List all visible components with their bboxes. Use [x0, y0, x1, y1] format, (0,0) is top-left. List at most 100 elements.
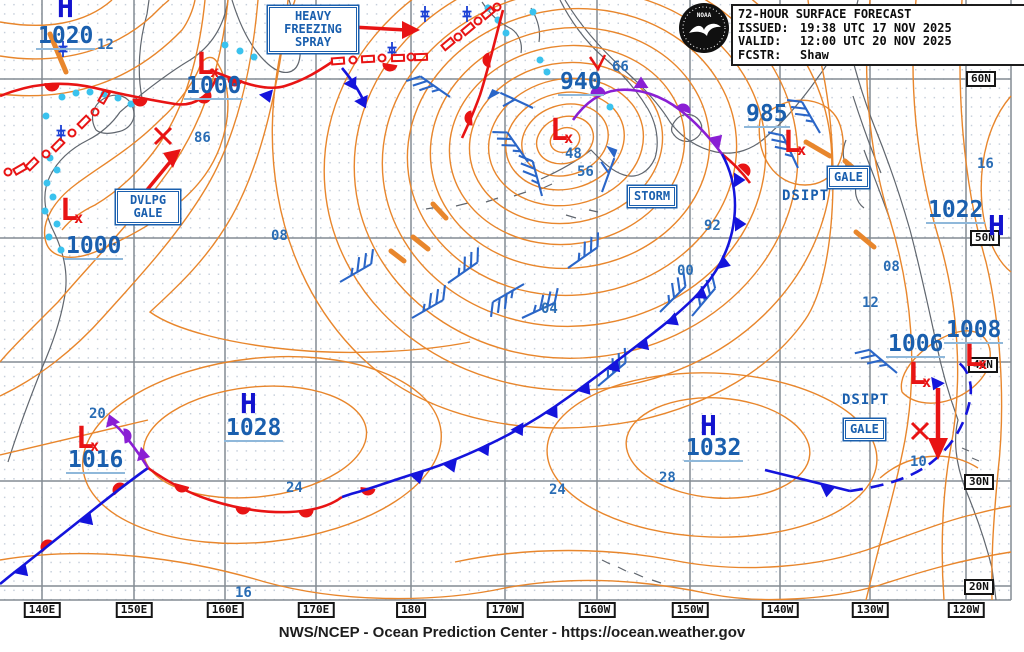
lat-label-40n: 40N [968, 357, 998, 373]
contour-label: 92 [704, 218, 721, 234]
lon-label-120w: 120W [947, 602, 985, 618]
high-symbol: H [988, 209, 1005, 242]
low-letter: L [196, 47, 215, 82]
high-symbol: H [240, 387, 257, 420]
low-letter: L [908, 357, 927, 392]
issued-value: 19:38 UTC 17 NOV 2025 [800, 20, 952, 35]
low-center-mark: x [74, 209, 84, 227]
contour-label: 66 [612, 59, 629, 75]
low-symbol: Lx [964, 342, 987, 372]
contour-label: 24 [549, 482, 566, 498]
high-value: 1022 [926, 197, 986, 225]
lat-label-20n: 20N [964, 579, 994, 595]
noaa-logo-text: NOAA [697, 12, 712, 19]
dsipt-label-north: DSIPT [782, 188, 830, 204]
lon-label-130w: 130W [851, 602, 889, 618]
label-line: GALE [133, 206, 163, 220]
forecast-info-box: 72-HOUR SURFACE FORECAST ISSUED: 19:38 U… [731, 4, 1024, 66]
high-value: 1032 [684, 435, 744, 463]
low-symbol: Lx [908, 360, 931, 390]
gale-label-south: GALE [845, 420, 884, 439]
valid-value: 12:00 UTC 20 NOV 2025 [800, 34, 952, 48]
low-center-mark: x [978, 355, 988, 373]
label-line: SPRAY [294, 35, 332, 49]
low-value: 985 [744, 101, 790, 129]
low-symbol: Lx [60, 196, 83, 226]
low-value: 1000 [184, 73, 244, 101]
contour-label: 86 [194, 130, 211, 146]
lon-label-170e: 170E [297, 602, 335, 618]
low-symbol: Lx [76, 424, 99, 454]
high-value: 1020 [36, 23, 96, 51]
storm-motion-chevron [588, 54, 607, 72]
dsipt-label-south: DSIPT [842, 392, 890, 408]
forecast-title: 72-HOUR SURFACE FORECAST [738, 7, 912, 21]
storm-label: STORM [629, 187, 676, 206]
wind-barbs [332, 70, 899, 388]
low-center-mark: x [90, 437, 100, 455]
contour-label: 16 [977, 156, 994, 172]
high-value: 1028 [224, 415, 284, 443]
label-line: DVLPG [129, 193, 167, 207]
valid-label: VALID: [738, 34, 782, 48]
fcstr-label: FCSTR: [738, 47, 782, 62]
low-letter: L [60, 193, 79, 228]
lon-label-160w: 160W [578, 602, 616, 618]
noaa-seagull-icon [689, 23, 721, 36]
low-value: 1000 [64, 233, 124, 261]
warm-front-symbols [37, 52, 754, 553]
low-letter: L [964, 339, 983, 374]
low-symbol: Lx [783, 128, 806, 158]
frontolysis-chains [3, 2, 502, 177]
lon-label-170w: 170W [486, 602, 524, 618]
low-value: 1016 [66, 447, 126, 475]
contour-label: 00 [677, 263, 694, 279]
low-symbol: Lx [550, 116, 573, 146]
lat-label-50n: 50N [970, 230, 1000, 246]
lon-label-160e: 160E [206, 602, 244, 618]
low-value: 1008 [944, 317, 1004, 345]
high-symbol: H [57, 0, 74, 24]
lat-label-30n: 30N [964, 474, 994, 490]
high-symbol: H [700, 409, 717, 442]
low-center-mark: x [797, 141, 807, 159]
low-letter: L [550, 113, 569, 148]
contour-label: 10 [910, 454, 927, 470]
fcstr-value: Shaw [800, 47, 829, 62]
contour-label: 12 [97, 37, 114, 53]
low-center-mark: x [210, 63, 220, 81]
low-value: 940 [558, 69, 604, 97]
label-line: FREEZING [284, 22, 342, 36]
footer-credit: NWS/NCEP - Ocean Prediction Center - htt… [278, 624, 746, 641]
label-line: HEAVY [294, 9, 332, 23]
noaa-logo: NOAA [679, 3, 729, 53]
occluded-fronts [109, 88, 724, 469]
contour-label: 28 [659, 470, 676, 486]
x-mark-east [910, 421, 930, 441]
forecast-valid-row: VALID: 12:00 UTC 20 NOV 2025 [738, 34, 1019, 49]
low-letter: L [76, 421, 95, 456]
coastlines [7, 0, 997, 601]
arrow-head-low-motion [928, 438, 948, 460]
contour-label: 12 [862, 295, 879, 311]
lon-label-150e: 150E [115, 602, 153, 618]
contour-label: 48 [565, 146, 582, 162]
contour-label: 08 [883, 259, 900, 275]
arrow-head-dvlpg-gale [163, 149, 181, 168]
contour-label: 16 [235, 585, 252, 601]
contour-label: 56 [577, 164, 594, 180]
cold-fronts [0, 67, 973, 586]
low-symbol: Lx [196, 50, 219, 80]
dvlpg-gale-label: DVLPG GALE [117, 191, 179, 223]
lon-label-150w: 150W [671, 602, 709, 618]
gale-label-north: GALE [829, 168, 868, 187]
arrow-head-freezing-spray [402, 21, 420, 39]
low-value: 1006 [886, 331, 946, 359]
low-center-mark: x [922, 373, 932, 391]
contour-label: 24 [286, 480, 303, 496]
movement-arrows [140, 21, 948, 460]
contour-label: 20 [89, 406, 106, 422]
gale-hatches [47, 31, 877, 264]
